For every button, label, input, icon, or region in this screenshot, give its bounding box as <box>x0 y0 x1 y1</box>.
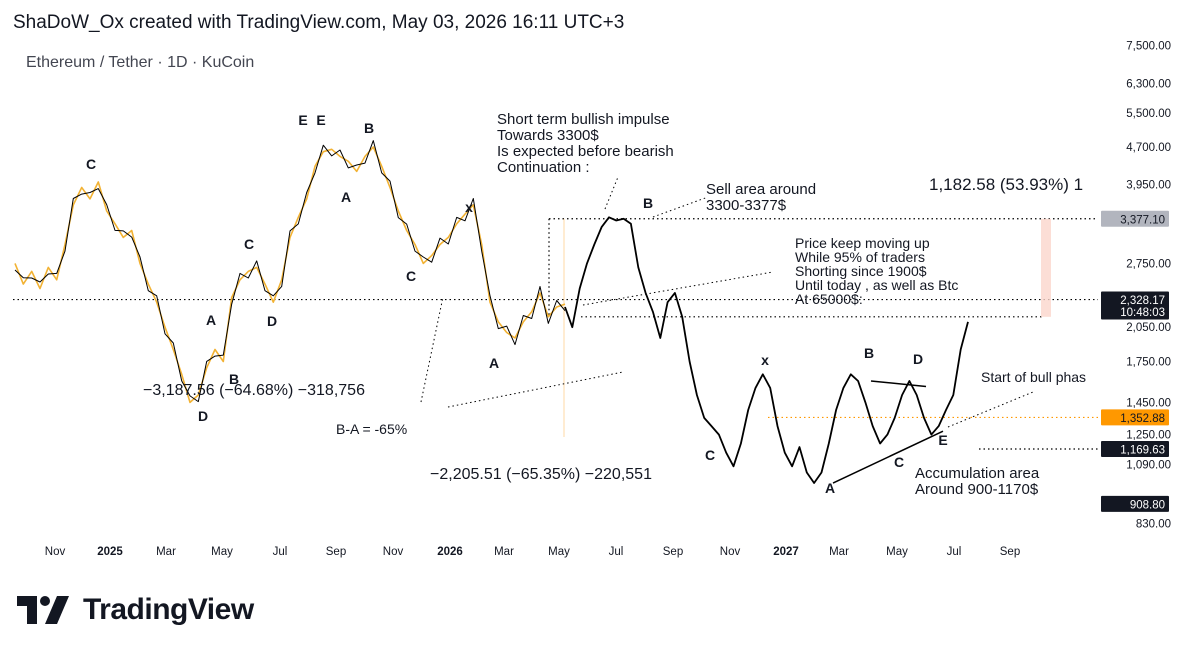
y-tick-label: 5,500.00 <box>1126 108 1171 120</box>
x-tick-label: Jul <box>947 546 962 558</box>
price-label-value: 908.80 <box>1130 499 1165 511</box>
wave-label: D <box>913 351 923 367</box>
y-tick-label: 1,750.00 <box>1126 357 1171 369</box>
triangle-resistance-line <box>870 380 927 388</box>
annot-measure-down-2: −2,205.51 (−65.35%) −220,551 <box>430 466 652 483</box>
attribution-header: ShaDoW_Ox created with TradingView.com, … <box>13 12 625 33</box>
annot-pointer-5 <box>420 296 444 403</box>
x-tick-label: Mar <box>494 546 514 558</box>
y-tick-label: 830.00 <box>1136 519 1171 531</box>
annot-traders-2: While 95% of traders <box>795 249 925 265</box>
wave-label: C <box>86 156 96 172</box>
wave-label: C <box>406 268 416 284</box>
annot-measure-down-1: −3,187.56 (−64.68%) −318,756 <box>143 382 365 399</box>
price-label-value: 2,328.17 <box>1120 295 1165 307</box>
wave-label: C <box>244 236 254 252</box>
annot-measure-up: 1,182.58 (53.93%) 1 <box>929 175 1083 194</box>
x-tick-label: Nov <box>720 546 741 558</box>
symbol-title: Ethereum / Tether · 1D · KuCoin <box>26 54 255 71</box>
x-tick-label: 2026 <box>437 546 463 558</box>
wave-label: C <box>705 447 715 463</box>
y-tick-label: 6,300.00 <box>1126 78 1171 90</box>
x-tick-label: Sep <box>663 546 683 558</box>
wave-label: x <box>465 199 473 215</box>
chart-area[interactable]: Ethereum / Tether · 1D · KuCoin 7,500.00… <box>13 37 1173 572</box>
price-label-value: 3,377.10 <box>1120 214 1165 226</box>
annot-bullish-3: Is expected before bearish <box>497 143 674 160</box>
y-tick-label: 3,950.00 <box>1126 180 1171 192</box>
annot-ba-ratio: B-A = -65% <box>336 421 407 437</box>
y-tick-label: 1,250.00 <box>1126 430 1171 442</box>
logo-text: TradingView <box>83 593 254 626</box>
y-tick-label: 1,450.00 <box>1126 397 1171 409</box>
x-tick-label: Jul <box>273 546 288 558</box>
annot-traders-1: Price keep moving up <box>795 235 930 251</box>
price-label-bg <box>1101 291 1169 320</box>
price-label-value: 1,352.88 <box>1120 413 1165 425</box>
annot-traders-3: Shorting since 1900$ <box>795 263 927 279</box>
wave-label: D <box>267 313 277 329</box>
price-chart[interactable]: 7,500.00 6,300.00 5,500.00 4,700.00 3,950.00… <box>13 37 1173 572</box>
wave-label: A <box>206 312 216 328</box>
x-tick-label: 2027 <box>773 546 799 558</box>
annot-pointer-1 <box>604 176 619 210</box>
price-label-bg <box>1101 495 1169 512</box>
wave-label: A <box>341 189 351 205</box>
x-tick-label: Jul <box>609 546 624 558</box>
wave-label: A <box>489 355 499 371</box>
x-tick-label: May <box>548 546 570 558</box>
price-label-bg <box>1101 409 1169 426</box>
x-tick-label: Nov <box>45 546 66 558</box>
wave-label: D <box>198 408 208 424</box>
annot-accum-1: Accumulation area <box>915 465 1040 482</box>
price-series-projection <box>564 216 969 484</box>
wave-label: B <box>229 371 239 387</box>
x-tick-label: May <box>886 546 908 558</box>
wave-label: C <box>894 454 904 470</box>
x-tick-label: Sep <box>326 546 346 558</box>
price-label-value: 1,169.63 <box>1120 445 1165 457</box>
x-tick-label: 2025 <box>97 546 123 558</box>
annot-pointer-4 <box>447 371 624 408</box>
annot-pointer-2 <box>652 196 709 218</box>
y-tick-label: 4,700.00 <box>1126 142 1171 154</box>
annot-traders-5: At 65000$: <box>795 291 863 307</box>
x-tick-label: Sep <box>1000 546 1020 558</box>
y-tick-label: 7,500.00 <box>1126 41 1171 53</box>
y-tick-label: 2,750.00 <box>1126 258 1171 270</box>
price-label-time: 10:48:03 <box>1120 307 1165 319</box>
annot-accum-2: Around 900-1170$ <box>915 481 1039 498</box>
x-tick-label: Mar <box>156 546 176 558</box>
wave-label: E <box>316 112 325 128</box>
annot-sell-2: 3300-3377$ <box>706 197 787 214</box>
x-tick-label: Mar <box>829 546 849 558</box>
wave-label: B <box>864 345 874 361</box>
wave-label: E <box>298 112 307 128</box>
annot-pointer-3 <box>582 271 774 306</box>
price-label-bg <box>1101 441 1169 458</box>
wave-label: B <box>643 195 653 211</box>
annot-bullish-2: Towards 3300$ <box>497 127 599 144</box>
wave-label: B <box>364 120 374 136</box>
y-tick-label: 1,090.00 <box>1126 459 1171 471</box>
annot-bullish-1: Short term bullish impulse <box>497 111 670 128</box>
annot-bull-phase: Start of bull phas <box>981 369 1086 385</box>
annot-pointer-6 <box>947 391 1034 428</box>
price-label-bg <box>1101 210 1169 227</box>
wave-label: x <box>761 352 769 368</box>
annot-sell-1: Sell area around <box>706 181 816 198</box>
tradingview-logo-icon <box>17 596 69 624</box>
x-tick-label: Nov <box>383 546 404 558</box>
price-series-wicks <box>14 140 566 403</box>
price-series-historical <box>14 146 566 404</box>
annot-traders-4: Until today , as well as Btc <box>795 277 958 293</box>
triangle-support-line <box>832 430 944 484</box>
y-tick-label: 2,050.00 <box>1126 322 1171 334</box>
x-tick-label: May <box>211 546 233 558</box>
measure-range-box <box>1041 218 1051 317</box>
tradingview-logo: TradingView <box>17 590 254 630</box>
wave-label: E <box>938 432 947 448</box>
annot-bullish-4: Continuation : <box>497 159 590 176</box>
wave-label: A <box>825 480 835 496</box>
